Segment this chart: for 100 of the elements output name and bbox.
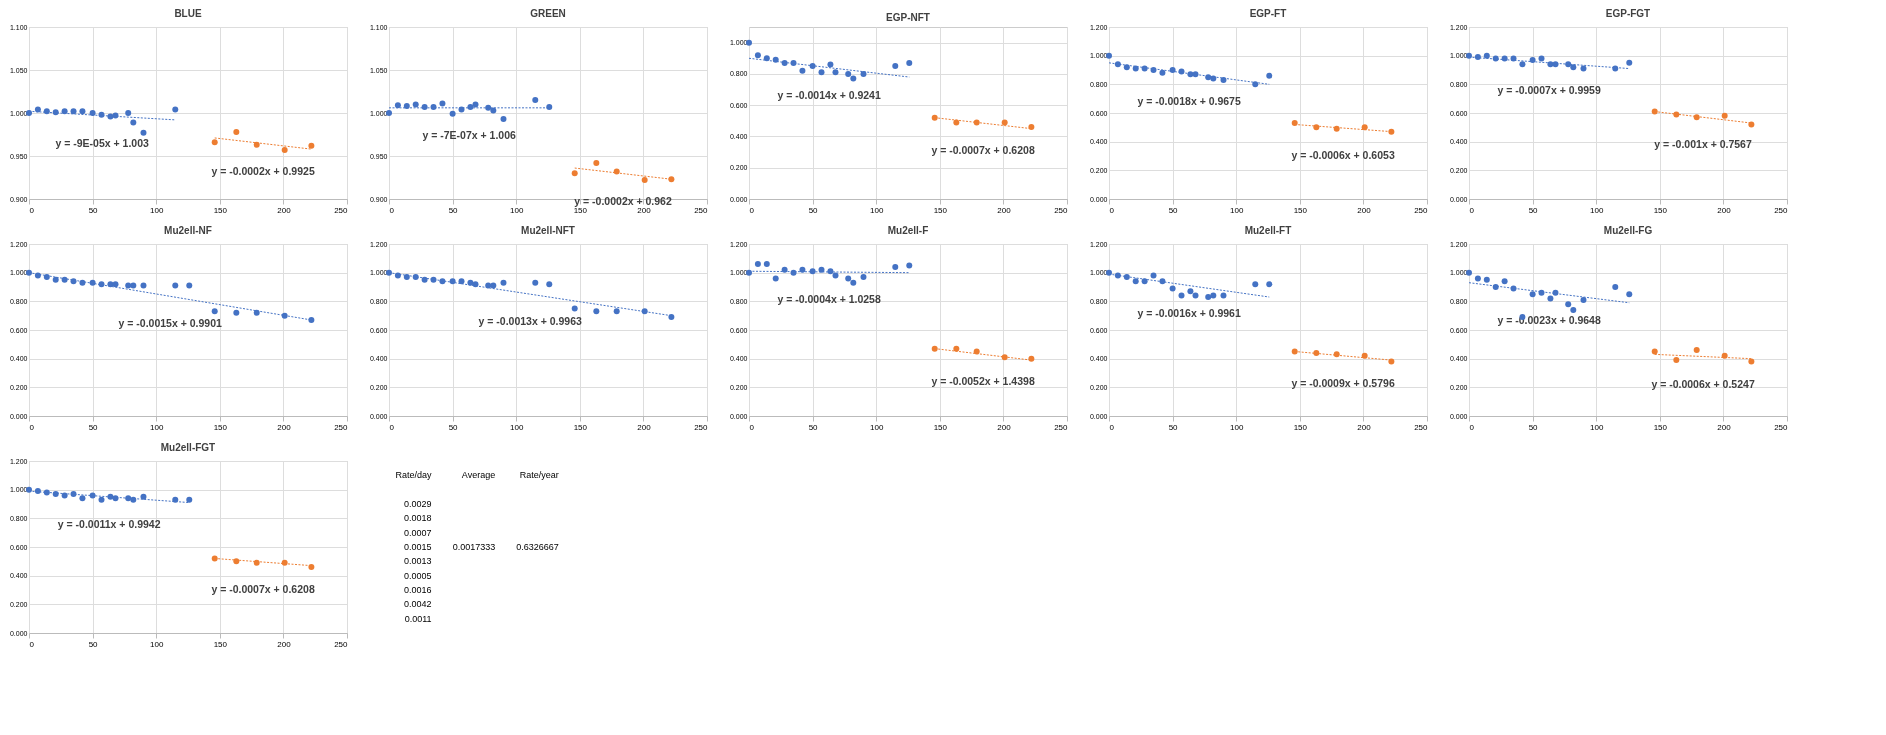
annotation: y = -0.0014x + 0.9241 bbox=[777, 88, 881, 101]
point bbox=[1651, 348, 1658, 355]
annotation: y = -0.0007x + 0.6208 bbox=[931, 144, 1035, 157]
chart-title: Mu2ell-FT bbox=[1244, 225, 1292, 236]
annotation: y = -0.001x + 0.7567 bbox=[1654, 138, 1752, 151]
x-tick-label: 200 bbox=[1357, 205, 1372, 215]
point bbox=[1333, 125, 1340, 132]
point bbox=[449, 110, 456, 117]
x-tick-label: 0 bbox=[29, 205, 35, 215]
point bbox=[1132, 65, 1139, 72]
point bbox=[1529, 56, 1536, 63]
x-tick-label: 150 bbox=[213, 205, 228, 215]
point bbox=[233, 128, 240, 135]
point bbox=[931, 345, 938, 352]
point bbox=[125, 282, 132, 289]
point bbox=[827, 61, 834, 68]
x-tick-label: 200 bbox=[997, 422, 1012, 432]
chart-title: Mu2ell-NFT bbox=[521, 225, 575, 236]
annotation: y = -7E-07x + 1.006 bbox=[422, 128, 516, 141]
point bbox=[490, 107, 497, 114]
x-tick-label: 0 bbox=[389, 422, 395, 432]
x-tick-label: 100 bbox=[1230, 205, 1244, 215]
x-tick-label: 200 bbox=[277, 639, 292, 649]
chart-title: EGP-NFT bbox=[886, 12, 930, 23]
x-tick-label: 200 bbox=[997, 205, 1012, 215]
x-tick-label: 100 bbox=[150, 205, 164, 215]
x-tick-label: 200 bbox=[1717, 422, 1732, 432]
point bbox=[308, 316, 315, 323]
x-tick-label: 50 bbox=[808, 422, 819, 432]
point bbox=[500, 116, 507, 123]
point bbox=[1673, 357, 1680, 364]
point bbox=[485, 104, 492, 111]
x-tick-label: 250 bbox=[1054, 422, 1069, 432]
point bbox=[845, 275, 852, 282]
point bbox=[850, 279, 857, 286]
point bbox=[130, 119, 137, 126]
x-tick-label: 0 bbox=[1109, 205, 1115, 215]
point bbox=[34, 488, 41, 495]
point bbox=[668, 314, 675, 321]
point bbox=[772, 275, 779, 282]
x-tick-label: 50 bbox=[448, 422, 459, 432]
point bbox=[1388, 128, 1395, 135]
point bbox=[1028, 124, 1035, 131]
annotation: y = -0.0015x + 0.9901 bbox=[118, 317, 223, 330]
x-tick-label: 50 bbox=[1168, 422, 1179, 432]
x-tick-label: 100 bbox=[150, 639, 164, 649]
point bbox=[233, 309, 240, 316]
x-tick-label: 0 bbox=[1469, 205, 1475, 215]
point bbox=[403, 273, 410, 280]
point bbox=[754, 52, 761, 59]
point bbox=[1565, 61, 1572, 68]
text: 0.0029 bbox=[404, 499, 432, 509]
point bbox=[89, 279, 96, 286]
point bbox=[1651, 108, 1658, 115]
x-tick-label: 250 bbox=[1054, 205, 1069, 215]
point bbox=[546, 103, 553, 110]
point bbox=[1721, 112, 1728, 119]
point bbox=[1291, 120, 1298, 127]
x-tick-label: 50 bbox=[88, 205, 99, 215]
annotation: y = -0.0006x + 0.6053 bbox=[1291, 149, 1395, 162]
x-tick-label: 0 bbox=[749, 205, 755, 215]
x-tick-label: 50 bbox=[88, 422, 99, 432]
point bbox=[1210, 292, 1217, 299]
point bbox=[809, 268, 816, 275]
point bbox=[1123, 273, 1130, 280]
point bbox=[799, 67, 806, 74]
x-tick-label: 200 bbox=[277, 422, 292, 432]
x-tick-label: 0 bbox=[1109, 422, 1115, 432]
point bbox=[1266, 281, 1273, 288]
point bbox=[754, 261, 761, 268]
point bbox=[571, 170, 578, 177]
annotation: y = -0.0013x + 0.9963 bbox=[478, 315, 583, 328]
point bbox=[186, 282, 193, 289]
point bbox=[186, 496, 193, 503]
x-tick-label: 150 bbox=[933, 422, 948, 432]
point bbox=[1361, 352, 1368, 359]
point bbox=[1169, 67, 1176, 73]
point bbox=[308, 142, 315, 149]
point bbox=[403, 103, 410, 110]
point bbox=[892, 63, 899, 70]
annotation: y = -0.0004x + 1.0258 bbox=[777, 292, 881, 305]
point bbox=[1252, 281, 1259, 288]
point bbox=[172, 282, 179, 289]
text: 0.0013 bbox=[404, 556, 432, 567]
x-tick-label: 250 bbox=[334, 422, 349, 432]
point bbox=[52, 276, 59, 283]
x-tick-label: 250 bbox=[1774, 205, 1789, 215]
point bbox=[472, 101, 479, 108]
x-tick-label: 100 bbox=[870, 422, 884, 432]
point bbox=[1547, 295, 1554, 302]
point bbox=[546, 281, 553, 288]
text: 0.0018 bbox=[404, 513, 432, 524]
point bbox=[130, 282, 137, 289]
point bbox=[1313, 124, 1320, 131]
point bbox=[1612, 284, 1619, 290]
point bbox=[1570, 64, 1577, 71]
point bbox=[1252, 81, 1259, 88]
chart-title: Mu2ell-FGT bbox=[160, 442, 216, 453]
x-tick-label: 250 bbox=[334, 205, 349, 215]
point bbox=[79, 495, 86, 502]
